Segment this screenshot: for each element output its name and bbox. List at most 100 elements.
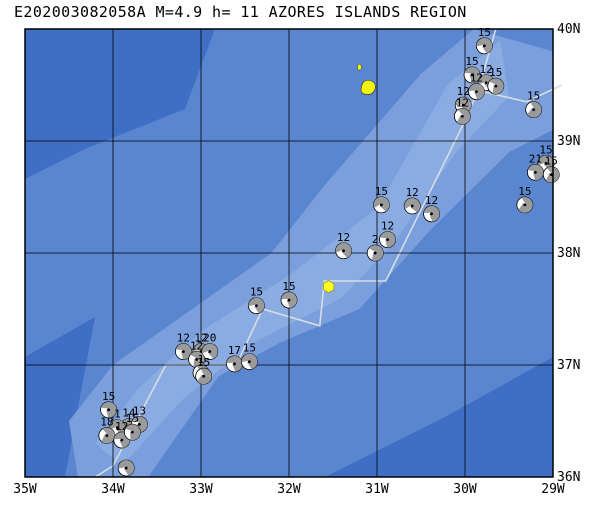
focal-mechanism[interactable] — [116, 458, 137, 479]
focal-mechanism[interactable] — [453, 107, 472, 126]
mechanism-label: 21 — [529, 152, 542, 165]
mechanism-compression — [527, 164, 541, 172]
focal-mechanism[interactable] — [364, 242, 386, 264]
focal-mechanism[interactable] — [121, 421, 144, 444]
mechanism-compression — [248, 297, 260, 307]
focal-mechanism[interactable] — [172, 340, 195, 363]
mechanism-center — [287, 298, 291, 302]
mechanism-center — [342, 249, 345, 253]
focal-mechanism[interactable] — [466, 81, 488, 103]
focal-mechanism[interactable] — [224, 353, 246, 375]
mechanism-center — [380, 203, 383, 207]
focal-mechanism[interactable] — [334, 241, 353, 260]
mechanism-center — [484, 81, 488, 85]
mechanism-compression — [286, 293, 297, 308]
focal-mechanism[interactable] — [421, 203, 443, 225]
mechanism-compression — [482, 38, 493, 54]
mechanism-label: 12 — [406, 186, 419, 199]
mechanism-compression — [281, 292, 293, 300]
mechanism-compression — [118, 460, 129, 469]
mechanism-label: 17 — [228, 344, 241, 357]
lon-tick-label: 35W — [13, 482, 37, 497]
mechanism-compression — [247, 354, 258, 370]
mechanism-center — [373, 251, 377, 255]
mechanism-compression — [130, 427, 141, 441]
lat-tick-label: 36N — [557, 470, 580, 485]
mechanism-compression — [530, 101, 542, 110]
mechanism-center — [532, 108, 536, 112]
lat-tick-label: 38N — [557, 246, 580, 261]
mechanism-label: 15 — [282, 280, 295, 293]
mechanism-label: 18 — [100, 416, 113, 429]
mechanism-compression — [115, 419, 126, 435]
focal-mechanism[interactable] — [98, 426, 117, 445]
mechanism-center — [549, 173, 553, 177]
mechanism-label: 2 — [372, 233, 379, 246]
mechanism-center — [107, 408, 110, 412]
focal-mechanism[interactable] — [195, 367, 213, 385]
mechanism-label: 12 — [194, 332, 207, 345]
mechanism-label: 12 — [456, 96, 469, 109]
mechanism-label: 12 — [470, 72, 483, 85]
focal-mechanism[interactable] — [403, 197, 421, 215]
mechanism-compression — [201, 343, 212, 354]
focal-mechanism[interactable] — [97, 399, 120, 422]
mechanism-center — [534, 170, 537, 174]
mechanism-label: 1 — [114, 408, 121, 421]
focal-mechanism[interactable] — [461, 64, 484, 87]
mechanism-compression — [101, 434, 115, 444]
focal-mechanism[interactable] — [201, 342, 220, 361]
mechanism-compression — [368, 245, 383, 252]
mechanism-label: 20 — [203, 332, 216, 345]
focal-mechanism[interactable] — [524, 161, 547, 184]
lon-tick-label: 32W — [277, 482, 301, 497]
mechanism-center — [137, 422, 141, 426]
mechanism-compression — [190, 351, 204, 359]
mechanism-label: 12 — [337, 231, 350, 244]
mechanism-center — [475, 90, 478, 94]
focal-mechanism[interactable] — [485, 75, 507, 97]
mechanism-center — [386, 238, 389, 241]
lon-tick-label: 33W — [189, 482, 213, 497]
mechanism-compression — [207, 343, 218, 359]
mechanism-compression — [379, 196, 390, 212]
mechanism-compression — [124, 460, 135, 476]
lat-tick-label: 37N — [557, 358, 580, 373]
mechanism-center — [470, 73, 474, 77]
mechanism-compression — [478, 74, 488, 85]
mechanism-center — [202, 374, 206, 378]
lon-tick-label: 31W — [365, 482, 389, 497]
mechanism-compression — [175, 343, 189, 351]
mechanism-label: 15 — [545, 155, 558, 168]
focal-mechanism[interactable] — [186, 348, 208, 370]
mechanism-compression — [335, 242, 345, 253]
mechanism-label: 12 — [425, 194, 438, 207]
focal-mechanism[interactable] — [516, 196, 534, 214]
mechanism-label: 12 — [381, 220, 394, 233]
mechanism-compression — [133, 416, 147, 424]
mechanism-compression — [456, 114, 471, 125]
mechanism-center — [430, 212, 433, 216]
mechanism-compression — [125, 424, 139, 432]
mechanism-compression — [469, 68, 481, 83]
focal-mechanism[interactable] — [474, 36, 495, 57]
mechanism-compression — [527, 108, 542, 118]
focal-mechanism[interactable] — [278, 289, 300, 311]
mechanism-center — [105, 434, 109, 437]
mechanism-label: 15 — [518, 185, 531, 198]
focal-mechanism[interactable] — [376, 228, 399, 251]
mechanism-compression — [521, 197, 533, 205]
focal-mechanism[interactable] — [525, 101, 543, 119]
mechanism-compression — [226, 355, 239, 364]
focal-mechanism[interactable] — [246, 295, 267, 316]
mechanism-compression — [193, 343, 205, 351]
mechanism-center — [461, 103, 465, 107]
deep-water-zone — [325, 357, 553, 477]
lon-tick-label: 29W — [541, 482, 565, 497]
mechanism-compression — [404, 197, 413, 210]
plate-boundary — [94, 84, 563, 478]
mechanism-label: 12 — [190, 339, 203, 352]
mechanism-center — [482, 44, 486, 48]
focal-mechanism[interactable] — [372, 196, 390, 214]
focal-mechanism[interactable] — [239, 351, 260, 372]
